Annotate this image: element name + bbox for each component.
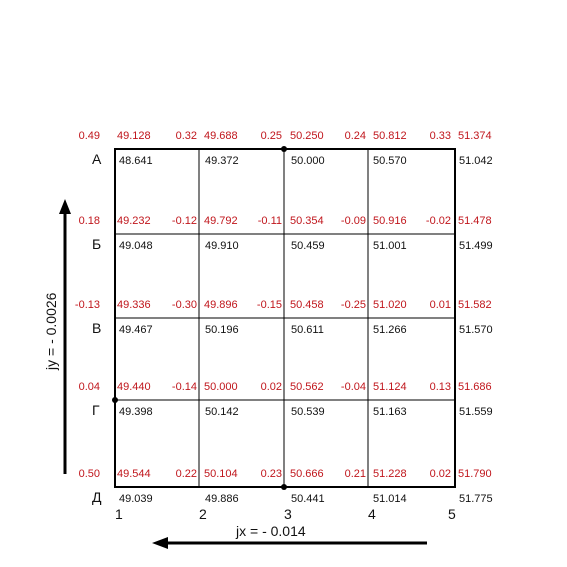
surface-height: 50.441	[291, 493, 325, 505]
design-height: 51.374	[458, 130, 492, 142]
design-height: 51.020	[373, 299, 407, 311]
work-height: 0.02	[430, 468, 451, 480]
design-height: 49.544	[117, 468, 151, 480]
work-height-left: -0.13	[75, 299, 100, 311]
design-height: 49.232	[117, 215, 151, 227]
surface-height: 51.163	[373, 406, 407, 418]
slope-x-label: jx = - 0.014	[235, 523, 306, 539]
design-height: 49.688	[204, 130, 238, 142]
surface-height: 48.641	[119, 155, 153, 167]
work-height: -0.09	[341, 215, 366, 227]
surface-height: 51.570	[459, 324, 493, 336]
benchmark-point	[281, 484, 287, 490]
work-height: -0.30	[172, 299, 197, 311]
work-height: 0.25	[261, 130, 282, 142]
design-height: 50.812	[373, 130, 407, 142]
design-height: 50.666	[290, 468, 324, 480]
work-height: 0.33	[430, 130, 451, 142]
work-height: -0.12	[172, 215, 197, 227]
surface-height: 49.039	[119, 493, 153, 505]
surface-height: 51.499	[459, 240, 493, 252]
grid-points	[112, 146, 287, 490]
work-height: -0.15	[257, 299, 282, 311]
surface-height: 50.539	[291, 406, 325, 418]
design-height: 51.790	[458, 468, 492, 480]
work-height: 0.02	[261, 381, 282, 393]
slope-y-arrowhead	[59, 199, 71, 214]
design-height: 50.104	[204, 468, 238, 480]
design-height: 51.478	[458, 215, 492, 227]
design-height: 50.562	[290, 381, 324, 393]
grid-labels: 0.49 49.128 49.688 50.250 50.812 51.374 0.32 0.…	[75, 130, 493, 522]
work-height: 0.21	[345, 468, 366, 480]
column-label: 4	[368, 506, 376, 522]
row-label: Д	[92, 489, 102, 505]
design-height: 50.458	[290, 299, 324, 311]
design-height: 50.250	[290, 130, 324, 142]
surface-height: 50.570	[373, 155, 407, 167]
row-label: Г	[92, 402, 100, 418]
work-height-left: 0.18	[79, 215, 100, 227]
column-label: 3	[284, 506, 292, 522]
row-label: А	[92, 151, 102, 167]
surface-height: 50.000	[291, 155, 325, 167]
design-height: 49.792	[204, 215, 238, 227]
work-height: 0.01	[430, 299, 451, 311]
work-height: -0.11	[258, 215, 282, 227]
surface-height: 51.001	[373, 240, 407, 252]
benchmark-point	[112, 397, 118, 403]
work-height: 0.32	[176, 130, 197, 142]
surface-height: 50.611	[291, 324, 324, 336]
row-label: Б	[92, 236, 101, 252]
surface-height: 49.886	[205, 493, 239, 505]
slope-y-label: jy = - 0.0026	[43, 292, 59, 371]
work-height-left: 0.50	[79, 468, 100, 480]
slope-x-arrowhead	[152, 537, 168, 549]
surface-height: 49.048	[119, 240, 153, 252]
design-height: 49.896	[204, 299, 238, 311]
work-height: -0.25	[341, 299, 366, 311]
surface-height: 51.266	[373, 324, 407, 336]
design-height: 50.354	[290, 215, 324, 227]
surface-height: 49.372	[205, 155, 239, 167]
surface-height: 49.398	[119, 406, 153, 418]
work-height-left: 0.04	[79, 381, 100, 393]
column-label: 1	[115, 506, 123, 522]
benchmark-point	[281, 146, 287, 152]
surface-height: 51.559	[459, 406, 493, 418]
design-height: 51.228	[373, 468, 407, 480]
surface-height: 50.196	[205, 324, 239, 336]
design-height: 49.440	[117, 381, 151, 393]
row-label: В	[92, 320, 101, 336]
work-height: 0.24	[345, 130, 366, 142]
surface-height: 51.775	[459, 493, 493, 505]
surface-height: 50.459	[291, 240, 325, 252]
work-height: 0.13	[430, 381, 451, 393]
column-label: 5	[448, 506, 456, 522]
work-height: -0.14	[172, 381, 197, 393]
design-height: 51.686	[458, 381, 492, 393]
design-height: 51.124	[373, 381, 407, 393]
work-height: 0.22	[176, 468, 197, 480]
surface-height: 49.910	[205, 240, 239, 252]
work-height: 0.23	[261, 468, 282, 480]
surface-height: 51.042	[459, 155, 493, 167]
design-height: 50.916	[373, 215, 407, 227]
design-height: 50.000	[204, 381, 238, 393]
grid-lines	[114, 148, 456, 488]
work-height: -0.02	[426, 215, 451, 227]
design-height: 51.582	[458, 299, 492, 311]
surface-height: 51.014	[373, 493, 407, 505]
design-height: 49.128	[117, 130, 151, 142]
design-height: 49.336	[117, 299, 151, 311]
surface-height: 49.467	[119, 324, 153, 336]
work-height: -0.04	[341, 381, 366, 393]
work-height-left: 0.49	[79, 130, 100, 142]
surface-height: 50.142	[205, 406, 239, 418]
column-label: 2	[199, 506, 207, 522]
